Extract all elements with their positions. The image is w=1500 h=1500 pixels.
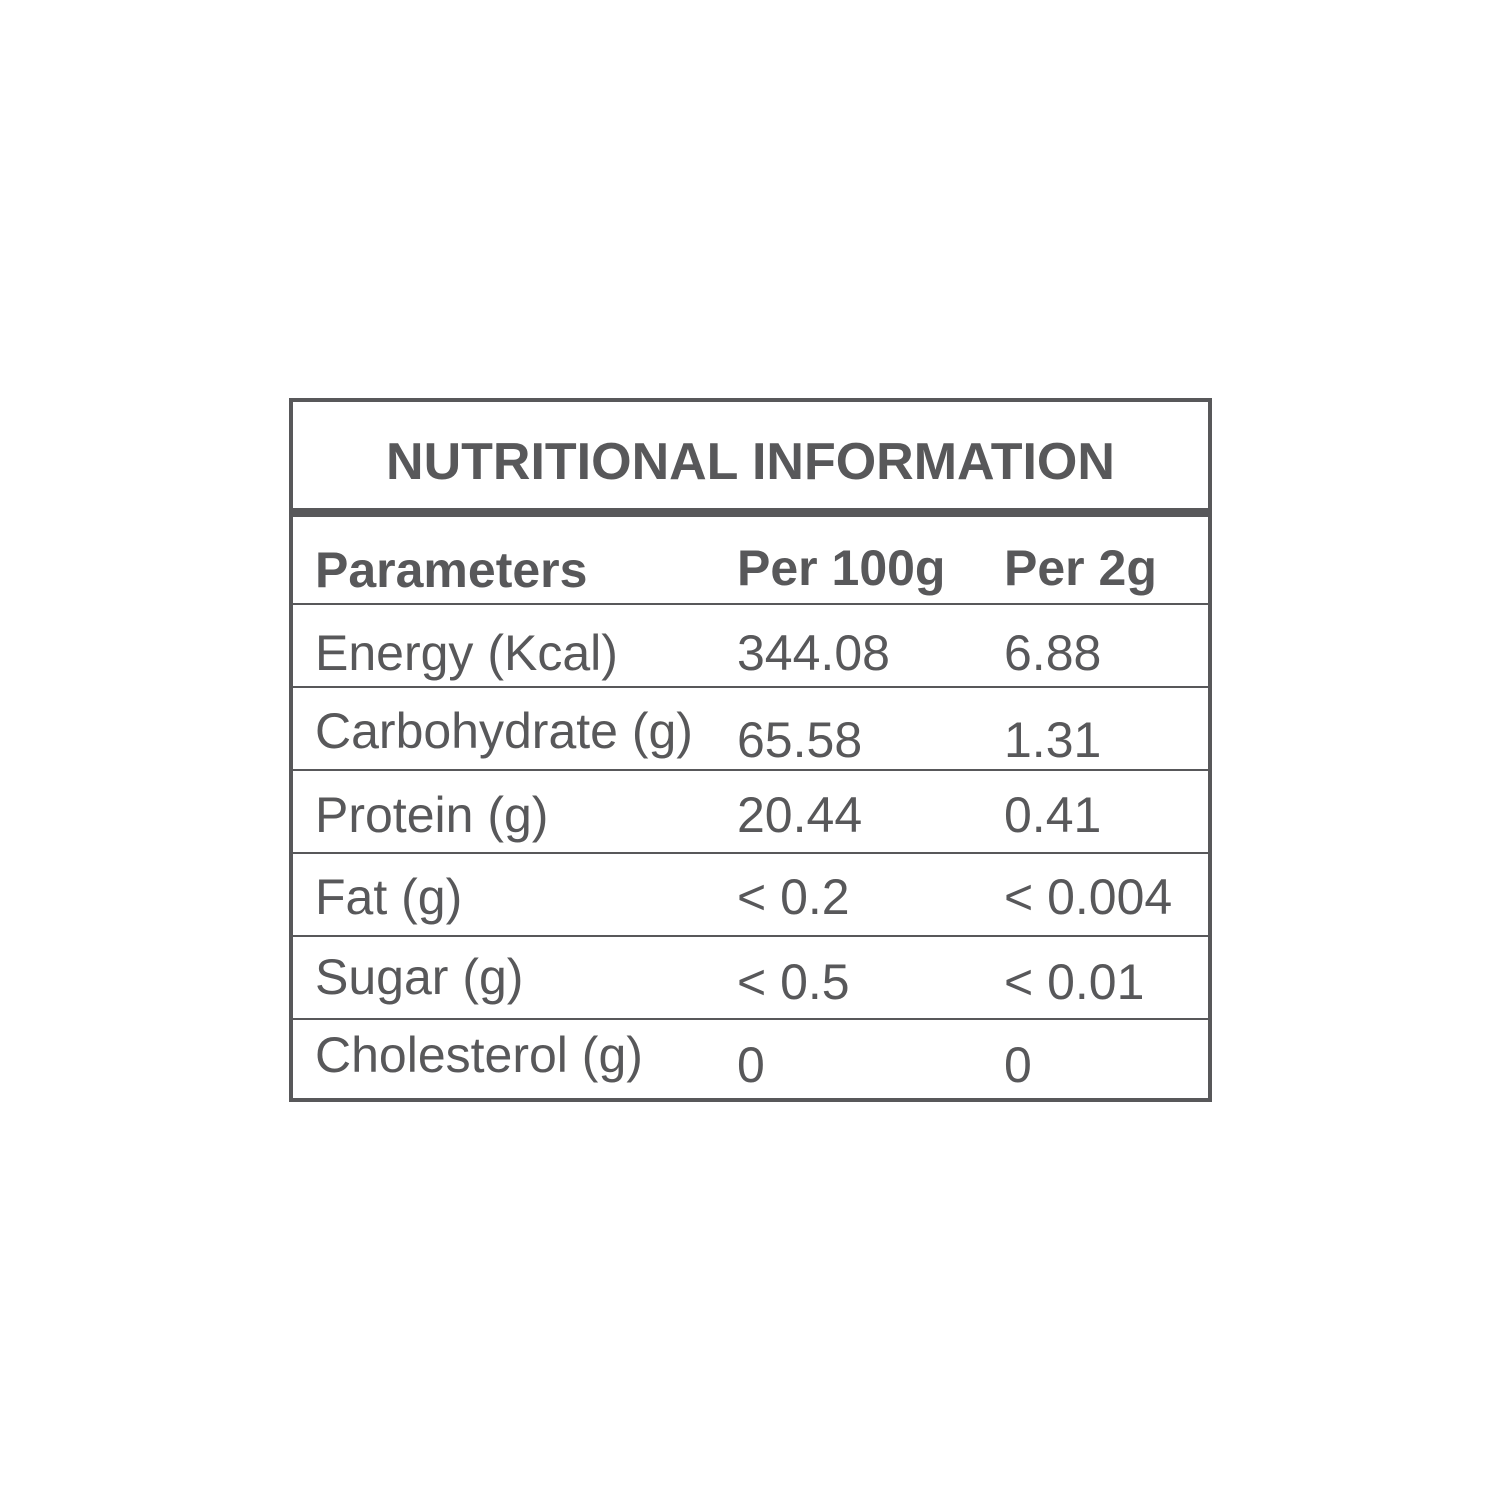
parameter-cell: Sugar (g): [315, 949, 524, 1005]
header-per-2g: Per 2g: [1004, 540, 1157, 596]
per-100g-cell: 344.08: [737, 625, 890, 681]
table-title: NUTRITIONAL INFORMATION: [386, 433, 1115, 491]
parameter-cell: Protein (g): [315, 787, 549, 843]
header-parameters: Parameters: [315, 542, 588, 598]
per-100g-cell: 0: [737, 1037, 765, 1093]
per-2g-cell: 6.88: [1004, 625, 1102, 681]
nutrition-table: NUTRITIONAL INFORMATION Parameters Per 1…: [289, 398, 1212, 1102]
table-row: Fat (g) < 0.2 < 0.004: [293, 854, 1208, 937]
per-2g-cell: < 0.004: [1004, 869, 1173, 925]
parameter-cell: Fat (g): [315, 869, 463, 925]
table-row: Protein (g) 20.44 0.41: [293, 771, 1208, 854]
table-row: Cholesterol (g) 0 0: [293, 1020, 1208, 1101]
per-100g-cell: 20.44: [737, 787, 863, 843]
title-divider: [293, 508, 1208, 517]
per-100g-cell: 65.58: [737, 712, 863, 768]
table-row: Carbohydrate (g) 65.58 1.31: [293, 688, 1208, 771]
per-2g-cell: 1.31: [1004, 712, 1102, 768]
per-2g-cell: 0.41: [1004, 787, 1102, 843]
table-row: Sugar (g) < 0.5 < 0.01: [293, 937, 1208, 1020]
parameter-cell: Cholesterol (g): [315, 1027, 643, 1083]
table-row: Energy (Kcal) 344.08 6.88: [293, 605, 1208, 688]
per-100g-cell: < 0.2: [737, 869, 850, 925]
header-per-100g: Per 100g: [737, 540, 946, 596]
per-100g-cell: < 0.5: [737, 954, 850, 1010]
parameter-cell: Energy (Kcal): [315, 625, 618, 681]
header-row: Parameters Per 100g Per 2g: [293, 517, 1208, 605]
parameter-cell: Carbohydrate (g): [315, 703, 693, 759]
per-2g-cell: < 0.01: [1004, 954, 1145, 1010]
per-2g-cell: 0: [1004, 1037, 1032, 1093]
